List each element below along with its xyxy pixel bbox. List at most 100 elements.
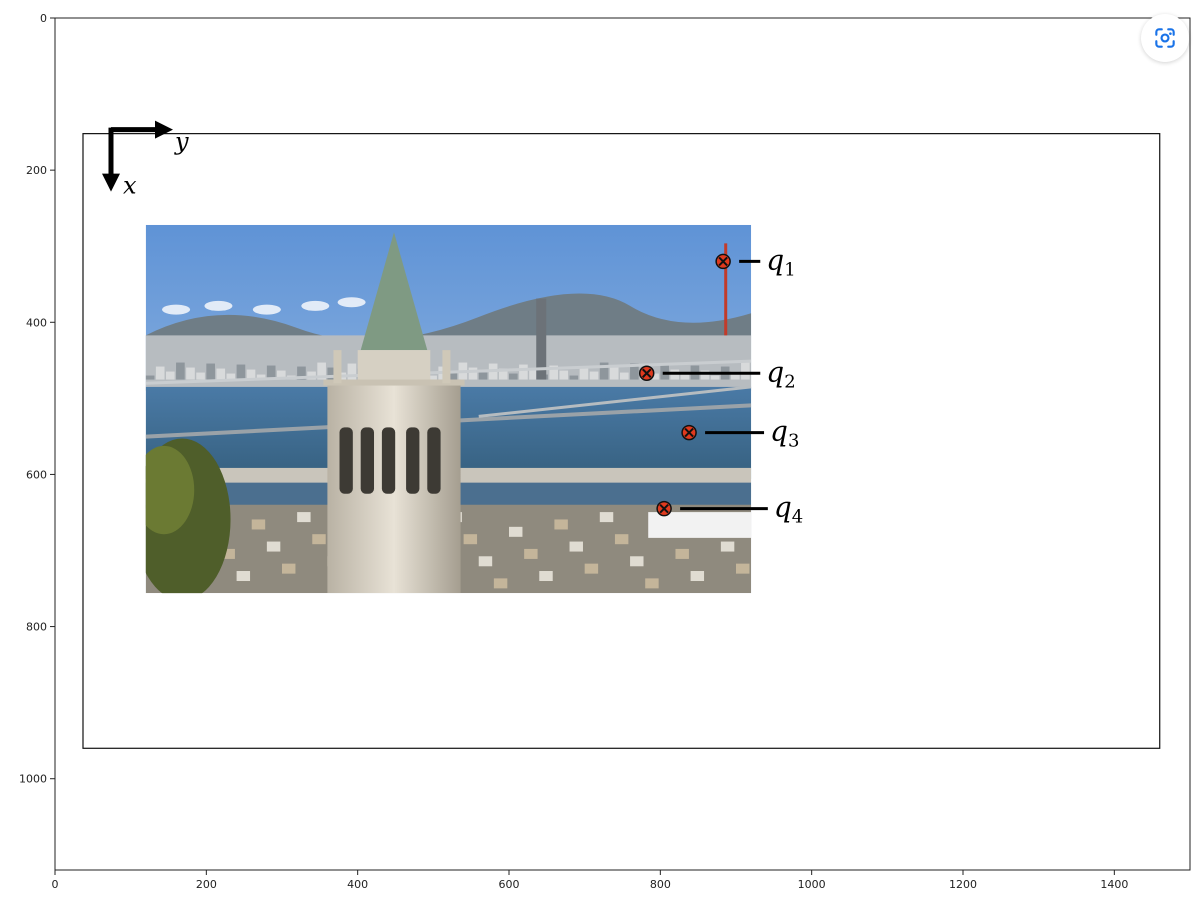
house — [614, 534, 629, 545]
building — [650, 373, 659, 380]
x-arrowhead — [101, 173, 120, 192]
point-label-subscript: 4 — [792, 507, 803, 528]
building — [317, 362, 326, 380]
point-label-subscript: 1 — [784, 259, 795, 280]
building — [256, 374, 266, 380]
building — [176, 362, 185, 380]
building — [206, 363, 215, 380]
building — [246, 369, 256, 380]
building — [478, 372, 488, 380]
building — [186, 367, 195, 380]
plot-area-border — [54, 17, 1191, 871]
tall-building — [536, 298, 547, 380]
point-label: q4 — [774, 491, 803, 528]
house — [282, 563, 296, 574]
tower-window — [360, 427, 375, 494]
google-lens-button[interactable] — [1141, 14, 1189, 62]
point-label-subscript: 3 — [788, 431, 799, 452]
point-marker-cross — [718, 256, 728, 267]
house — [236, 571, 251, 582]
tower-ledge — [323, 379, 465, 386]
house — [675, 548, 689, 559]
house — [720, 541, 735, 552]
cloud — [162, 304, 191, 315]
x-tick-label: 1200 — [949, 878, 977, 891]
house — [297, 512, 311, 523]
house — [539, 571, 553, 582]
point-label: q1 — [766, 243, 795, 280]
house — [599, 512, 614, 523]
building — [347, 363, 357, 380]
canvas-frame — [82, 133, 1161, 749]
building — [216, 368, 226, 380]
house — [630, 556, 644, 567]
building — [619, 372, 629, 380]
building — [226, 373, 236, 380]
building — [155, 366, 165, 380]
x-tick-label: 1400 — [1100, 878, 1128, 891]
building — [498, 368, 508, 380]
house — [690, 571, 705, 582]
tower-window — [339, 427, 353, 494]
building — [276, 370, 286, 380]
point-marker-cross — [642, 368, 652, 378]
house — [554, 519, 568, 530]
x-axis-ticks: 0 200 400 600 800 1000 1200 1400 — [52, 870, 1128, 891]
point-marker-cross — [659, 503, 669, 514]
building — [428, 375, 437, 380]
y-tick-label: 0 — [40, 12, 47, 25]
house — [478, 556, 493, 567]
x-tick-label: 400 — [347, 878, 368, 891]
cloud — [301, 300, 330, 311]
building — [559, 370, 569, 380]
building — [509, 373, 518, 380]
building — [145, 375, 155, 380]
building — [569, 375, 579, 380]
building — [741, 362, 750, 380]
house — [266, 541, 281, 552]
x-axis-letter: x — [123, 172, 137, 200]
building — [730, 371, 740, 380]
building — [630, 363, 639, 380]
y-tick-label: 600 — [26, 468, 47, 481]
tower-window — [427, 427, 441, 494]
tree — [145, 445, 195, 535]
point-label-name: q — [774, 491, 792, 524]
building — [297, 366, 306, 380]
building — [549, 365, 559, 380]
y-tick-label: 800 — [26, 621, 47, 634]
building — [700, 370, 710, 380]
building — [680, 374, 690, 380]
building — [448, 371, 458, 380]
y-arrowhead — [154, 120, 173, 139]
point-label-name: q — [766, 243, 784, 276]
house — [251, 519, 266, 530]
y-tick-label: 1000 — [19, 773, 47, 786]
building — [519, 364, 528, 380]
point-label: q2 — [766, 355, 795, 392]
x-tick-label: 1000 — [798, 878, 826, 891]
house — [584, 563, 599, 574]
point-label: q3 — [770, 415, 799, 452]
berkeley-campanile-photo — [145, 224, 752, 594]
building — [589, 371, 599, 380]
building — [468, 367, 478, 380]
cloud — [337, 297, 366, 308]
x-tick-label: 600 — [499, 878, 520, 891]
house — [463, 534, 478, 545]
house — [569, 541, 583, 552]
building — [307, 371, 316, 380]
point-label-subscript: 2 — [784, 371, 795, 392]
building — [327, 367, 337, 380]
building — [599, 362, 609, 380]
house — [524, 548, 538, 559]
cloud — [204, 300, 233, 311]
point-marker-cross — [684, 427, 694, 438]
x-tick-label: 800 — [650, 878, 671, 891]
house — [221, 548, 235, 559]
coordinate-axes-arrows: yx — [101, 120, 189, 200]
house — [509, 526, 523, 537]
building — [266, 365, 276, 380]
point-label-name: q — [766, 355, 784, 388]
